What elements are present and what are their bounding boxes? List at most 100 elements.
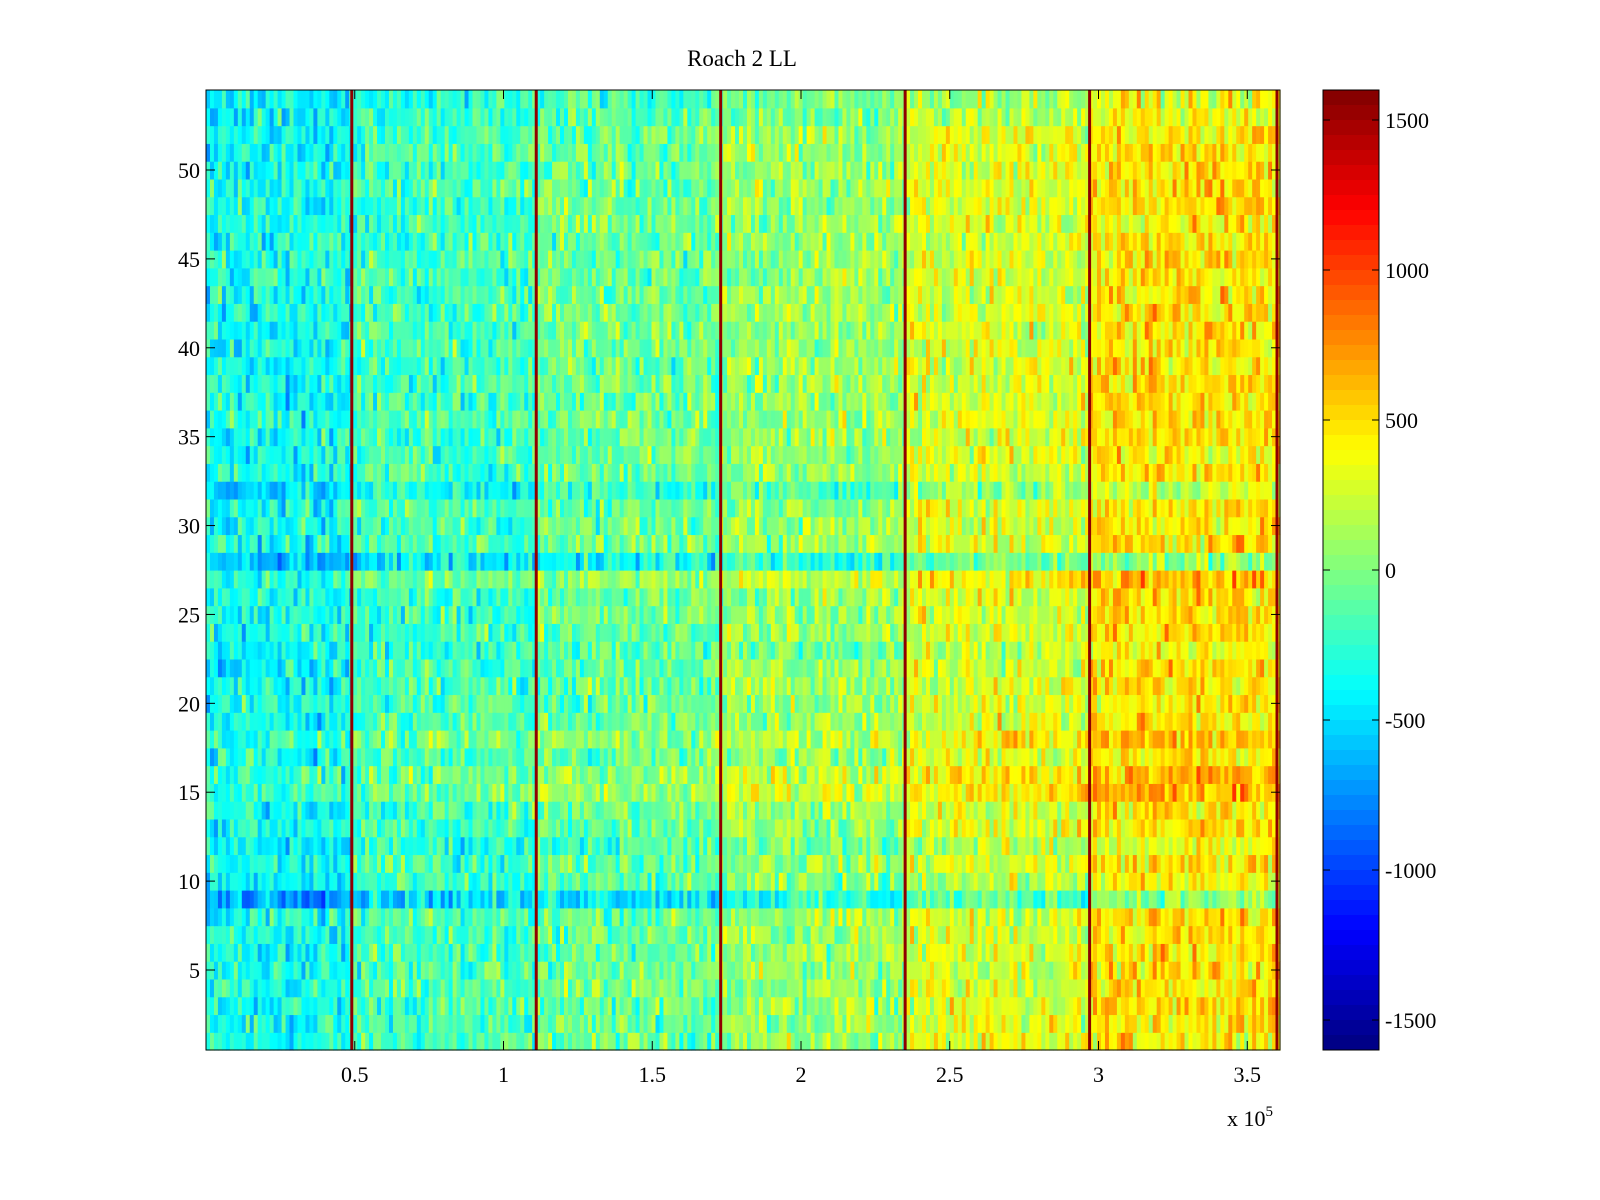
heatmap-cell — [611, 712, 617, 731]
heatmap-cell — [918, 730, 923, 749]
heatmap-cell — [1180, 818, 1186, 838]
heatmap-cell — [1244, 818, 1249, 838]
heatmap-cell — [209, 925, 215, 944]
heatmap-cell — [754, 996, 760, 1016]
heatmap-cell — [977, 961, 983, 980]
heatmap-cell — [564, 836, 569, 856]
heatmap-cell — [567, 801, 573, 820]
heatmap-cell — [1208, 818, 1213, 838]
heatmap-cell — [548, 872, 553, 891]
heatmap-cell — [532, 836, 537, 856]
heatmap-cell — [599, 730, 605, 749]
heatmap-cell — [766, 730, 772, 749]
heatmap-cell — [329, 872, 334, 891]
heatmap-cell — [599, 890, 605, 909]
heatmap-cell — [237, 872, 243, 891]
heatmap-cell — [1208, 872, 1213, 891]
heatmap-cell — [1144, 996, 1150, 1016]
heatmap-cell — [496, 1014, 501, 1033]
heatmap-cell — [731, 818, 736, 838]
heatmap-cell — [1232, 907, 1237, 927]
heatmap-cell — [699, 712, 704, 731]
heatmap-cell — [1116, 943, 1122, 962]
heatmap-cell — [301, 730, 307, 749]
heatmap-cell — [579, 747, 585, 767]
heatmap-cell — [810, 765, 816, 784]
heatmap-cell — [452, 765, 458, 784]
heatmap-cell — [1037, 996, 1042, 1016]
heatmap-cell — [663, 765, 669, 784]
heatmap-cell — [762, 1032, 768, 1051]
heatmap-cell — [305, 890, 311, 909]
heatmap-cell — [329, 765, 334, 784]
heatmap-cell — [750, 730, 756, 749]
heatmap-cell — [492, 996, 497, 1016]
heatmap-cell — [862, 872, 867, 891]
heatmap-cell — [233, 783, 239, 802]
heatmap-cell — [229, 765, 235, 784]
heatmap-cell — [536, 961, 541, 980]
heatmap-cell — [953, 890, 959, 909]
heatmap-cell — [631, 747, 637, 767]
heatmap-cell — [941, 872, 947, 891]
heatmap-cell — [615, 1032, 621, 1051]
heatmap-cell — [496, 1032, 501, 1051]
heatmap-cell — [699, 907, 704, 927]
heatmap-cell — [866, 801, 871, 820]
heatmap-cell — [643, 836, 649, 856]
heatmap-cell — [882, 730, 887, 749]
heatmap-cell — [1220, 925, 1225, 944]
heatmap-cell — [739, 783, 744, 802]
heatmap-cell — [599, 925, 605, 944]
heatmap-cell — [1244, 836, 1249, 856]
heatmap-cell — [1128, 801, 1134, 820]
heatmap-cell — [377, 890, 382, 909]
heatmap-cell — [695, 818, 700, 838]
heatmap-cell — [826, 872, 832, 891]
heatmap-cell — [540, 1014, 545, 1033]
heatmap-cell — [381, 765, 386, 784]
heatmap-cell — [544, 925, 549, 944]
heatmap-cell — [261, 730, 267, 749]
heatmap-cell — [619, 978, 625, 998]
heatmap-cell — [997, 1014, 1003, 1033]
heatmap-cell — [420, 978, 426, 998]
heatmap-cell — [1248, 907, 1253, 927]
heatmap-cell — [969, 907, 975, 927]
heatmap-cell — [1188, 907, 1194, 927]
heatmap-cell — [1196, 925, 1202, 944]
heatmap-cell — [321, 961, 326, 980]
heatmap-cell — [253, 907, 259, 927]
heatmap-cell — [683, 925, 688, 944]
heatmap-cell — [961, 854, 967, 873]
heatmap-cell — [309, 765, 314, 784]
heatmap-cell — [957, 818, 963, 838]
heatmap-cell — [754, 730, 760, 749]
heatmap-cell — [1001, 801, 1007, 820]
heatmap-cell — [929, 836, 935, 856]
heatmap-cell — [1172, 818, 1178, 838]
heatmap-cell — [293, 890, 299, 909]
heatmap-cell — [1164, 801, 1170, 820]
heatmap-cell — [241, 836, 247, 856]
heatmap-cell — [484, 961, 490, 980]
heatmap-cell — [739, 872, 744, 891]
heatmap-cell — [520, 712, 525, 731]
heatmap-cell — [619, 872, 625, 891]
heatmap-cell — [914, 854, 919, 873]
heatmap-cell — [1272, 925, 1277, 944]
heatmap-cell — [922, 801, 927, 820]
heatmap-cell — [1196, 907, 1202, 927]
heatmap-cell — [830, 1014, 836, 1033]
heatmap-cell — [1148, 890, 1154, 909]
heatmap-cell — [217, 765, 223, 784]
heatmap-cell — [1144, 961, 1150, 980]
heatmap-cell — [635, 907, 641, 927]
heatmap-cell — [886, 1032, 891, 1051]
heatmap-cell — [1160, 783, 1166, 802]
heatmap-cell — [341, 1014, 346, 1033]
heatmap-cell — [739, 961, 744, 980]
heatmap-cell — [1212, 978, 1217, 998]
heatmap-cell — [1220, 1032, 1225, 1051]
heatmap-cell — [762, 872, 768, 891]
